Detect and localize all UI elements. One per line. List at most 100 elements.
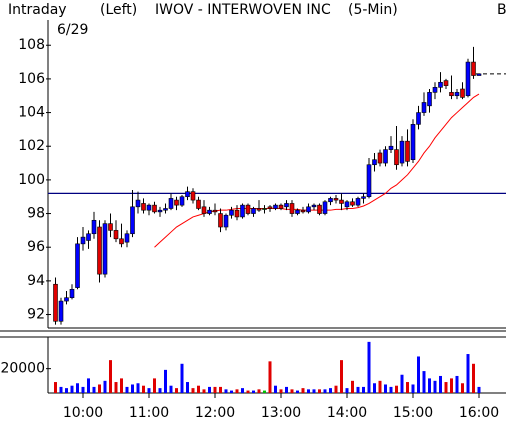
x-tick-label: 16:00 bbox=[459, 405, 499, 421]
candle-body bbox=[146, 204, 152, 211]
volume-bar bbox=[213, 386, 217, 393]
volume-bar bbox=[268, 361, 272, 393]
volume-bar bbox=[334, 385, 338, 393]
candle-body bbox=[278, 204, 284, 209]
volume-bar bbox=[120, 378, 123, 393]
volume-bar bbox=[279, 389, 283, 393]
volume-bar bbox=[147, 388, 151, 393]
candle-body bbox=[432, 87, 438, 93]
volume-bar bbox=[164, 369, 167, 393]
candle-body bbox=[91, 219, 97, 235]
volume-bar bbox=[395, 385, 398, 393]
candle-body bbox=[311, 204, 317, 208]
volume-bar bbox=[125, 386, 129, 393]
volume-bar bbox=[197, 385, 200, 393]
candle-body bbox=[322, 201, 328, 214]
candle-body bbox=[262, 208, 267, 210]
volume-bar bbox=[384, 384, 387, 393]
candle-body bbox=[427, 92, 432, 107]
candle-body bbox=[212, 209, 218, 213]
volume-bar bbox=[345, 388, 349, 393]
candle-body bbox=[465, 61, 471, 97]
candle-body bbox=[124, 233, 130, 243]
candle-body bbox=[339, 199, 344, 204]
candle-body bbox=[273, 204, 278, 209]
volume-bar bbox=[153, 378, 156, 393]
y-tick-label: 94 bbox=[27, 273, 45, 289]
candle-body bbox=[405, 140, 410, 162]
volume-bar bbox=[406, 382, 409, 393]
candle-body bbox=[251, 208, 256, 214]
x-tick-label: 15:00 bbox=[393, 405, 433, 421]
candle-body bbox=[289, 203, 295, 214]
candle-body bbox=[64, 297, 69, 302]
candle-body bbox=[454, 92, 460, 97]
candle-body bbox=[460, 88, 465, 98]
volume-bar bbox=[367, 341, 371, 393]
candle-body bbox=[201, 206, 207, 214]
volume-bar bbox=[444, 382, 448, 393]
y-tick-label: 102 bbox=[18, 138, 45, 154]
volume-bar bbox=[142, 385, 145, 393]
volume-bar bbox=[191, 388, 195, 393]
candle-body bbox=[245, 204, 251, 214]
candle-body bbox=[207, 209, 212, 214]
volume-bar bbox=[318, 389, 321, 393]
volume-bar bbox=[356, 386, 360, 393]
x-tick-label: 12:00 bbox=[195, 405, 235, 421]
volume-bar bbox=[400, 374, 404, 393]
candle-body bbox=[240, 204, 245, 218]
volume-bar bbox=[422, 371, 426, 393]
volume-bar bbox=[455, 375, 459, 393]
volume-bar bbox=[87, 378, 90, 393]
volume-bar bbox=[81, 386, 85, 393]
candle-body bbox=[152, 204, 157, 213]
y-tick-label: 96 bbox=[27, 239, 45, 255]
candle-body bbox=[366, 164, 372, 198]
volume-bar bbox=[378, 380, 382, 393]
volume-bar bbox=[158, 388, 162, 393]
volume-bar bbox=[389, 386, 393, 393]
volume-bar bbox=[373, 383, 376, 393]
candle-body bbox=[344, 201, 350, 208]
volume-bar bbox=[411, 384, 415, 393]
y-tick-label: 104 bbox=[18, 105, 45, 121]
candle-body bbox=[108, 223, 113, 231]
volume-bar bbox=[246, 390, 250, 393]
candle-body bbox=[75, 243, 80, 288]
candle-body bbox=[223, 214, 229, 228]
volume-bar bbox=[263, 390, 266, 393]
volume-bar bbox=[70, 385, 74, 393]
volume-bar bbox=[472, 363, 475, 393]
y-tick-label: 92 bbox=[27, 307, 45, 323]
candle-body bbox=[130, 206, 135, 235]
candle-body bbox=[361, 196, 366, 199]
candle-body bbox=[300, 209, 306, 213]
candle-body bbox=[438, 81, 443, 88]
date-label: 6/29 bbox=[57, 22, 88, 38]
volume-bar bbox=[252, 390, 255, 393]
candle-body bbox=[416, 112, 421, 125]
candle-body bbox=[372, 159, 377, 166]
candle-body bbox=[471, 61, 476, 76]
candle-body bbox=[410, 124, 416, 160]
axis-side-label: (Left) bbox=[100, 2, 137, 18]
candle-body bbox=[284, 203, 289, 208]
volume-bar bbox=[329, 388, 332, 393]
candle-body bbox=[394, 149, 399, 166]
candle-body bbox=[97, 226, 102, 275]
volume-bar bbox=[65, 388, 68, 393]
volume-bar bbox=[180, 363, 184, 393]
volume-bar bbox=[136, 383, 140, 393]
candle-body bbox=[295, 209, 300, 214]
volume-bar bbox=[301, 388, 305, 393]
volume-bar bbox=[92, 386, 96, 393]
volume-bar bbox=[340, 360, 343, 393]
volume-bar bbox=[362, 386, 365, 393]
candle-body bbox=[256, 208, 262, 211]
candle-body bbox=[113, 230, 119, 240]
candle-body bbox=[86, 233, 91, 241]
volume-bar bbox=[466, 354, 470, 393]
volume-bar bbox=[450, 378, 453, 393]
